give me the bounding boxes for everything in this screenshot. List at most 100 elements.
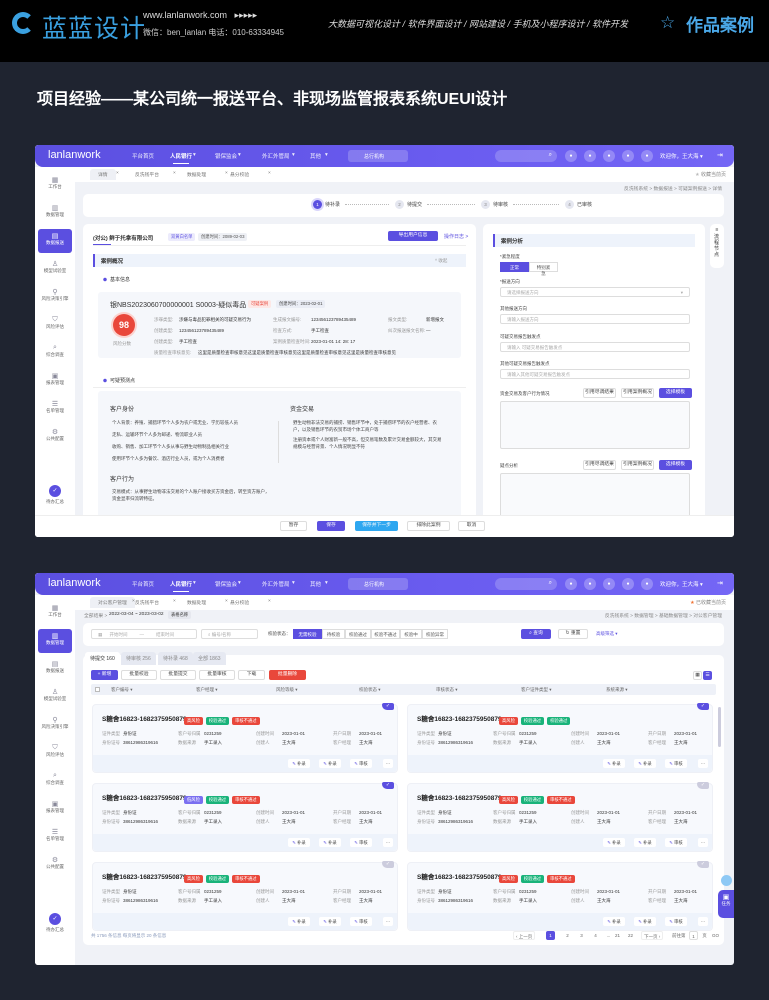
translate-icon[interactable]: ● — [622, 578, 634, 590]
card-action-button[interactable]: ✎ 补录 — [603, 838, 625, 847]
more-button[interactable]: ··· — [698, 917, 708, 926]
text-input[interactable]: 请选择报送方向 ▾ — [500, 287, 690, 297]
sidebar-item[interactable]: ⛉ 风险评估 — [38, 741, 72, 765]
help-icon[interactable]: ● — [565, 578, 577, 590]
status-option[interactable]: 校验通过 — [345, 629, 371, 639]
card-action-button[interactable]: ✎ 审核 — [665, 838, 687, 847]
column-header[interactable]: 客户经理 ▾ — [196, 687, 218, 693]
export-button[interactable]: 导出用户信息 — [388, 231, 438, 241]
check-icon[interactable]: ✓ — [382, 703, 394, 710]
page-button[interactable]: ‹ 上一页 — [513, 931, 536, 940]
status-tab[interactable]: 待审核 256 — [121, 652, 156, 665]
bell-icon[interactable]: ● — [641, 150, 653, 162]
page-tab[interactable]: 反洗钱平台 — [135, 173, 159, 178]
column-header[interactable]: 风险等级 ▾ — [276, 687, 298, 693]
page-button[interactable]: 22 — [628, 933, 634, 938]
quote-button[interactable]: 选择模板 — [659, 388, 692, 398]
sidebar-item[interactable]: ▦ 工作台 — [38, 173, 72, 197]
search-input[interactable]: ⌕ 编号/名称 — [201, 629, 258, 639]
quote-button[interactable]: 引用尽调结果 — [583, 460, 616, 470]
brand-logo[interactable]: lanlanwork — [48, 149, 101, 161]
quote-button[interactable]: 引用案例概况 — [621, 388, 654, 398]
card-action-button[interactable]: ✎ 补录 — [319, 759, 341, 768]
action-button[interactable]: 保存 — [317, 521, 345, 531]
org-select[interactable]: 总行机构 — [348, 150, 408, 162]
user-menu[interactable]: 欢迎你，王大海 ▾ — [660, 582, 703, 588]
nav-search[interactable]: ⌕ — [495, 150, 557, 162]
column-header[interactable]: 系统来源 ▾ — [606, 687, 628, 693]
toolbar-button[interactable]: 下载 — [238, 670, 265, 680]
page-button[interactable]: ... — [606, 933, 611, 938]
page-button[interactable]: 4 — [594, 933, 597, 938]
sidebar-item[interactable]: ⌕ 综合调查 — [38, 769, 72, 793]
card-action-button[interactable]: ✎ 补录 — [319, 838, 341, 847]
query-button[interactable]: ⌕ 查询 — [521, 629, 551, 639]
card-action-button[interactable]: ✎ 补录 — [319, 917, 341, 926]
sidebar-item[interactable]: ♙ 模型试验室 — [38, 257, 72, 281]
nav-item[interactable]: 其他 — [310, 154, 322, 160]
quote-button[interactable]: 引用案例概况 — [621, 460, 654, 470]
favorite-button[interactable]: ★ 收藏当前页 — [695, 171, 726, 178]
more-button[interactable]: ··· — [383, 917, 393, 926]
task-float-button[interactable]: ▣ 任务 — [718, 890, 734, 918]
sidebar-item[interactable]: ⚙ 公共配置 — [38, 425, 72, 449]
nav-item[interactable]: 银保监会 — [215, 154, 238, 160]
textarea[interactable] — [500, 473, 690, 521]
more-button[interactable]: ··· — [698, 838, 708, 847]
close-icon[interactable]: × — [173, 599, 176, 604]
customer-card[interactable]: S糖舍16823-1682375950879 高风险 校验通过 审核不通过 ✓ 证件类型身… — [92, 703, 398, 773]
sidebar-item[interactable]: ▤ 数据报送 — [38, 229, 72, 253]
page-button[interactable]: 21 — [615, 933, 621, 938]
nav-item[interactable]: 其他 — [310, 582, 322, 588]
customer-card[interactable]: S糖舍16823-1682375950879 高风险 校验通过 校验通过 ✓ 证件类型 身份… — [407, 703, 713, 773]
action-button[interactable]: 保存并下一步 — [355, 521, 398, 531]
sidebar-todo[interactable]: ✓ 待办汇总 — [45, 485, 65, 505]
action-button[interactable]: 排除此案例 — [407, 521, 450, 531]
card-action-button[interactable]: ✎ 补录 — [288, 759, 310, 768]
date-range-input[interactable]: ▦ 开始时间 — 结束时间 — [91, 629, 197, 639]
org-select[interactable]: 总行机构 — [348, 578, 408, 590]
page-tab[interactable]: 悬分校验 — [230, 601, 250, 606]
logout-icon[interactable]: ⇥ — [717, 152, 723, 159]
page-tab[interactable]: 反洗钱平台 — [135, 601, 159, 606]
status-tab[interactable]: 全部 1863 — [193, 652, 226, 665]
card-action-button[interactable]: ✎ 审核 — [350, 917, 372, 926]
more-button[interactable]: ··· — [383, 838, 393, 847]
page-tab[interactable]: 数据处理 — [187, 601, 207, 606]
status-option[interactable]: 校验异常 — [422, 629, 448, 639]
action-button[interactable]: 取消 — [458, 521, 485, 531]
page-button[interactable]: 下一页 › — [641, 931, 664, 940]
help-icon[interactable]: ● — [565, 150, 577, 162]
sidebar-item[interactable]: ⚙ 公共配置 — [38, 853, 72, 877]
bell-icon[interactable]: ● — [641, 578, 653, 590]
nav-item[interactable]: 外汇外管局 — [262, 582, 290, 588]
toolbar-button[interactable]: + 新增 — [91, 670, 118, 680]
column-header[interactable]: 审核状态 ▾ — [436, 687, 458, 693]
card-action-button[interactable]: ✎ 补录 — [603, 917, 625, 926]
toolbar-button[interactable]: 批量删除 — [269, 670, 306, 680]
card-action-button[interactable]: ✎ 审核 — [665, 759, 687, 768]
scrollbar[interactable] — [718, 707, 721, 747]
page-tab[interactable]: 数据处理 — [187, 173, 207, 178]
customer-card[interactable]: S糖舍16823-1682375950879 高风险 校验通过 审核不通过 ✓ 证件类型身… — [407, 782, 713, 852]
text-input[interactable]: 请输入报送方向 — [500, 314, 690, 324]
text-input[interactable]: 请输入 可疑交易报告触发点 — [500, 342, 690, 352]
translate-icon[interactable]: ● — [622, 150, 634, 162]
sidebar-item[interactable]: ▥ 数据管理 — [38, 201, 72, 225]
go-button[interactable]: GO — [712, 933, 720, 938]
close-icon[interactable]: × — [225, 599, 228, 604]
nav-item[interactable]: 平台首页 — [132, 582, 155, 588]
customer-card[interactable]: S糖舍16823-1682375950879 低风险 校验通过 审核不通过 ✓ 证件类型身… — [92, 782, 398, 852]
column-header[interactable]: 校验状态 ▾ — [359, 687, 381, 693]
page-button[interactable]: 2 — [566, 933, 569, 938]
card-action-button[interactable]: ✎ 补录 — [288, 917, 310, 926]
brand-logo[interactable]: lanlanwork — [48, 577, 101, 589]
sidebar-todo[interactable]: ✓ 待办汇总 — [45, 913, 65, 933]
logout-icon[interactable]: ⇥ — [717, 580, 723, 587]
sidebar-item[interactable]: ▥ 数据管理 — [38, 629, 72, 653]
status-tab[interactable]: 待提交 160 — [85, 652, 120, 665]
more-button[interactable]: ··· — [698, 759, 708, 768]
list-view-toggle[interactable]: ☰ — [703, 671, 712, 680]
goto-input[interactable]: 1 — [689, 931, 698, 940]
close-icon[interactable]: × — [268, 599, 271, 604]
